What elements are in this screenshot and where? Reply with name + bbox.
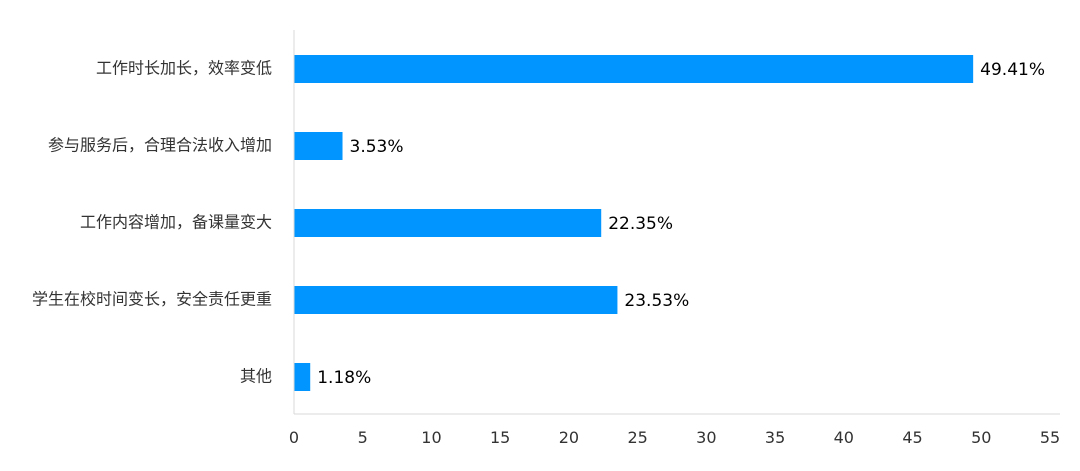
x-tick-label-55: 55 — [1040, 428, 1060, 447]
value-label-3: 22.35% — [608, 214, 673, 234]
category-label-4: 学生在校时间变长，安全责任更重 — [32, 290, 272, 309]
x-tick-label-50: 50 — [971, 428, 991, 447]
value-label-4: 23.53% — [624, 291, 689, 311]
x-tick-label-0: 0 — [289, 428, 299, 447]
x-tick-label-10: 10 — [421, 428, 441, 447]
bar-4 — [294, 286, 618, 314]
category-labels: 工作时长加长，效率变低参与服务后，合理合法收入增加工作内容增加，备课量变大学生在… — [32, 59, 272, 386]
bar-5 — [294, 363, 311, 391]
x-tick-label-35: 35 — [765, 428, 785, 447]
x-tick-label-20: 20 — [559, 428, 579, 447]
bar-1 — [294, 55, 974, 83]
value-label-5: 1.18% — [317, 368, 371, 388]
category-label-5: 其他 — [240, 367, 272, 386]
x-tick-label-5: 5 — [358, 428, 368, 447]
value-labels: 49.41% 3.53% 22.35% 23.53% 1.18% — [317, 60, 1045, 388]
bar-2 — [294, 132, 343, 160]
x-tick-label-25: 25 — [627, 428, 647, 447]
axes: 0 5 10 15 20 25 30 35 40 45 50 55 — [289, 30, 1060, 447]
category-label-1: 工作时长加长，效率变低 — [96, 59, 272, 78]
category-label-3: 工作内容增加，备课量变大 — [80, 213, 272, 232]
bars-layer — [294, 55, 974, 391]
x-tick-label-30: 30 — [696, 428, 716, 447]
x-tick-label-40: 40 — [834, 428, 854, 447]
value-label-1: 49.41% — [980, 60, 1045, 80]
x-tick-label-45: 45 — [902, 428, 922, 447]
x-tick-label-15: 15 — [490, 428, 510, 447]
category-label-2: 参与服务后，合理合法收入增加 — [48, 136, 272, 155]
value-label-2: 3.53% — [350, 137, 404, 157]
bar-3 — [294, 209, 602, 237]
